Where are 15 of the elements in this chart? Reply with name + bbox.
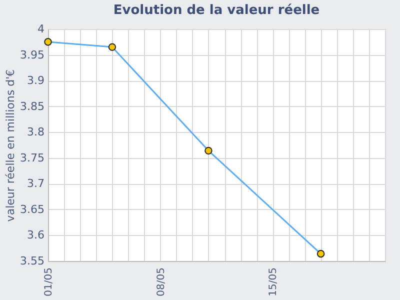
y-tick-label: 3.95 (20, 48, 44, 62)
y-tick-label: 3.65 (20, 202, 44, 216)
y-tick-label: 3.75 (20, 151, 44, 164)
y-tick-label: 3.9 (27, 74, 44, 88)
y-tick-label: 3.7 (27, 177, 44, 190)
chart-title: Evolution de la valeur réelle (113, 3, 320, 18)
y-tick-label: 3.6 (27, 228, 44, 242)
y-tick-label: 3.55 (20, 254, 44, 268)
y-tick-label: 4 (38, 22, 44, 36)
x-tick-label: 08/05 (156, 268, 167, 296)
x-tick-label: 01/05 (44, 268, 54, 296)
y-axis-title: valeur réelle en millions d'€ (4, 69, 18, 222)
y-tick-label: 3.85 (20, 100, 44, 113)
y-tick-label: 3.8 (27, 126, 44, 139)
x-tick-label: 15/05 (268, 268, 280, 296)
